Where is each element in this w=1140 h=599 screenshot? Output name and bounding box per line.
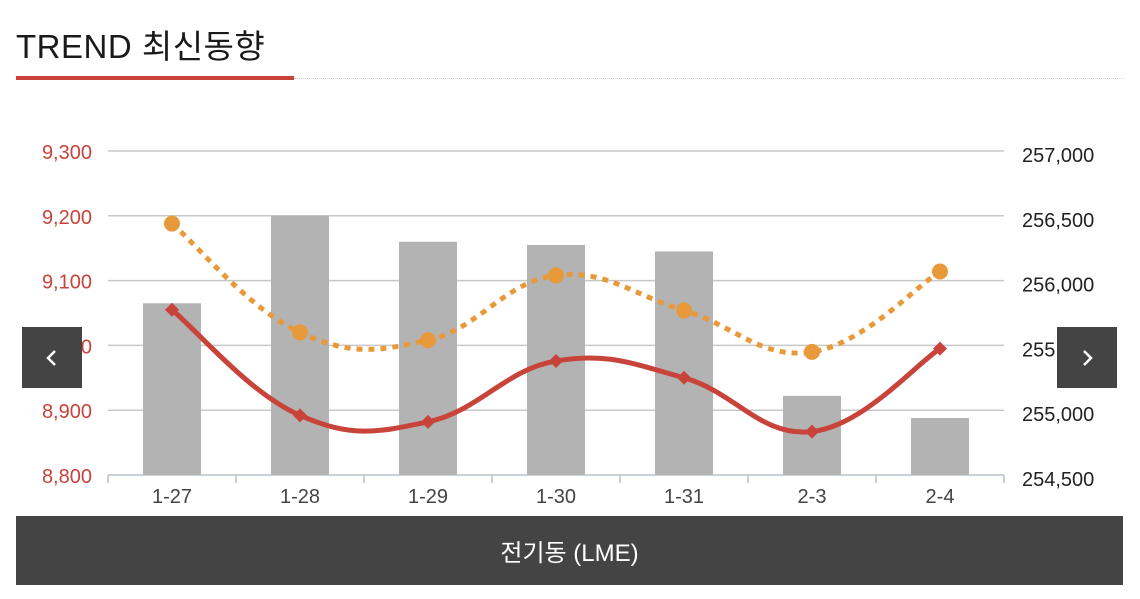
- bar: [911, 417, 969, 475]
- left-axis-tick-label: 9,300: [42, 142, 92, 164]
- x-axis-category-label: 2-3: [798, 486, 827, 508]
- dotted-series-point: [164, 215, 180, 232]
- chevron-right-icon: [1083, 349, 1093, 366]
- dotted-series-point: [932, 263, 948, 280]
- x-axis-category-label: 1-30: [536, 486, 576, 508]
- solid-series-point: [933, 341, 947, 356]
- dotted-series-point: [548, 267, 564, 284]
- right-axis-tick-label: 254,500: [1022, 469, 1094, 491]
- bar: [143, 303, 201, 475]
- x-axis-category-label: 1-31: [664, 486, 704, 508]
- next-button[interactable]: [1057, 327, 1117, 388]
- left-axis-tick-label: 9,100: [42, 272, 92, 294]
- chart-caption-bar: 전기동 (LME): [16, 516, 1123, 585]
- solid-series-point: [549, 353, 563, 368]
- solid-series-point: [165, 302, 179, 317]
- right-axis-tick-label: 256,000: [1022, 275, 1094, 297]
- dotted-series-point: [804, 343, 820, 360]
- left-axis-tick-label: 8,800: [42, 466, 92, 488]
- header: TREND 최신동향: [16, 18, 1124, 82]
- bar: [399, 241, 457, 475]
- x-axis-category-label: 2-4: [926, 486, 955, 508]
- x-axis-category-label: 1-28: [280, 486, 320, 508]
- dotted-series-point: [420, 332, 436, 349]
- page-title: TREND 최신동향: [16, 28, 266, 65]
- dotted-series-point: [292, 324, 308, 341]
- x-axis-category-label: 1-29: [408, 486, 448, 508]
- solid-series-point: [421, 414, 435, 429]
- right-axis-tick-label: 255,000: [1022, 404, 1094, 426]
- prev-button[interactable]: [22, 327, 82, 388]
- right-axis-tick-label: 256,500: [1022, 210, 1094, 232]
- title-underline: [16, 76, 294, 80]
- solid-series-point: [677, 370, 691, 385]
- bar: [655, 251, 713, 475]
- chevron-left-icon: [46, 349, 56, 366]
- solid-series-point: [293, 408, 307, 423]
- left-axis-tick-label: 8,900: [42, 401, 92, 423]
- right-axis-tick-label: 257,000: [1022, 145, 1094, 167]
- trend-chart: 9,3009,2009,1009,0008,9008,800257,000256…: [42, 142, 1094, 508]
- left-axis-tick-label: 9,200: [42, 207, 92, 229]
- solid-series-point: [805, 424, 819, 439]
- dotted-series-point: [676, 302, 692, 319]
- x-axis-category-label: 1-27: [152, 486, 192, 508]
- title-divider: [294, 78, 1124, 79]
- bar: [271, 215, 329, 476]
